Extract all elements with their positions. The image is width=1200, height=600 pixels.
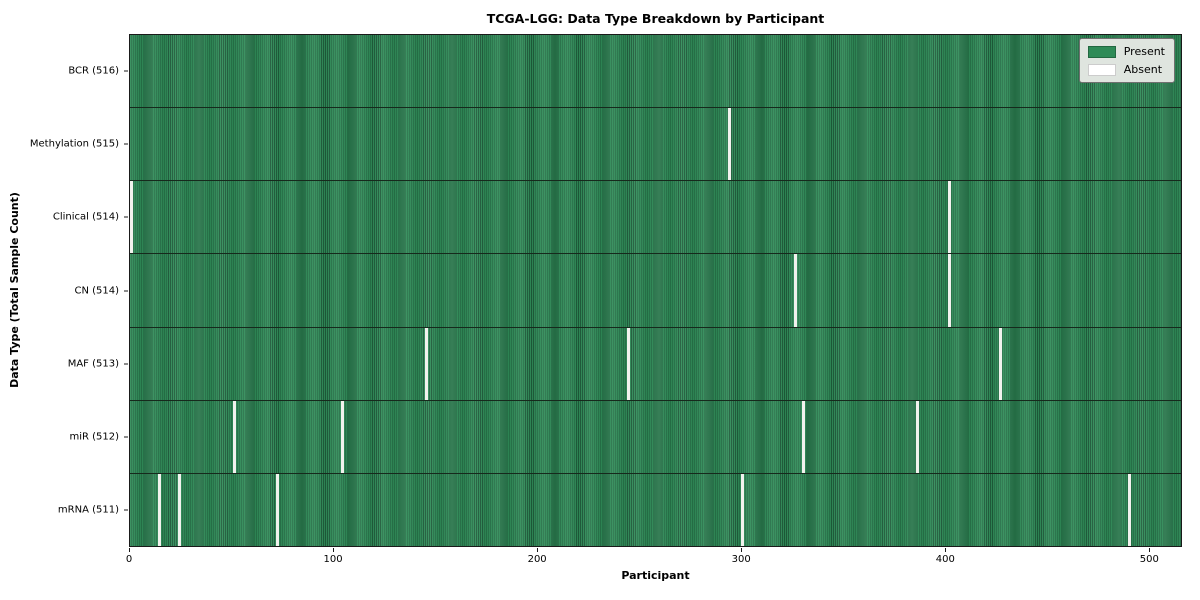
absent-gap-MAF-145 (424, 327, 428, 400)
y-axis-ticks: BCR (516) Methylation (515) Clinical (514)… (0, 34, 129, 547)
absent-gap-miR-386 (915, 400, 919, 473)
absent-gap-miR-330 (801, 400, 805, 473)
y-tick-label-Methylation: Methylation (515) (29, 138, 119, 150)
x-tick-label-300: 300 (731, 554, 751, 565)
heatmap-row-BCR (130, 35, 1181, 108)
y-tick-mark (124, 363, 128, 365)
y-tick-label-miR: miR (512) (69, 431, 119, 443)
absent-gap-mRNA-490 (1127, 473, 1131, 546)
absent-gap-CN-326 (793, 254, 797, 327)
heatmap-row-Clinical (130, 180, 1181, 254)
absent-gap-mRNA-14 (158, 473, 162, 546)
heatmap-rows (130, 35, 1181, 546)
x-axis-ticks: 0 100 200 300 400 500 (125, 547, 1182, 569)
y-tick-label-Clinical: Clinical (514) (52, 211, 119, 223)
x-tick-label-100: 100 (323, 554, 343, 565)
y-tick-label-MAF: MAF (513) (67, 358, 119, 370)
heatmap-row-Methylation (130, 107, 1181, 181)
x-tick-mark (741, 548, 743, 552)
x-axis-label: Participant (621, 569, 690, 582)
absent-gap-miR-104 (341, 400, 345, 473)
y-tick-label-BCR: BCR (516) (68, 65, 119, 77)
chart-title: TCGA-LGG: Data Type Breakdown by Partici… (486, 11, 825, 26)
y-tick-mark (124, 143, 128, 145)
y-tick-mark (124, 509, 128, 511)
x-tick-label-400: 400 (935, 554, 955, 565)
y-tick-mark (124, 290, 128, 291)
absent-gap-miR-51 (233, 400, 237, 473)
y-tick-mark (124, 70, 128, 72)
heatmap-row-miR (130, 399, 1181, 473)
y-tick-mark (124, 436, 128, 438)
legend: Present Absent (1078, 38, 1175, 83)
x-tick-label-0: 0 (125, 554, 133, 565)
x-tick-mark (129, 548, 130, 552)
legend-entry-absent: Absent (1087, 63, 1165, 76)
absent-gap-Clinical-402 (948, 181, 952, 254)
absent-gap-Clinical-0 (130, 181, 133, 254)
heatmap-row-MAF (130, 326, 1181, 400)
legend-present-swatch (1087, 45, 1116, 58)
absent-gap-CN-402 (948, 254, 952, 327)
x-tick-mark (1149, 548, 1151, 552)
heatmap-row-mRNA (130, 472, 1181, 546)
absent-gap-MAF-244 (626, 327, 630, 400)
heatmap-row-CN (130, 253, 1181, 327)
legend-absent-swatch (1087, 63, 1116, 76)
y-tick-mark (124, 216, 128, 218)
x-tick-mark (333, 548, 335, 552)
absent-gap-mRNA-24 (178, 473, 182, 546)
legend-present-label: Present (1123, 45, 1165, 58)
legend-entry-present: Present (1087, 45, 1165, 58)
legend-absent-label: Absent (1123, 63, 1163, 76)
x-tick-label-200: 200 (527, 554, 547, 565)
absent-gap-MAF-427 (999, 327, 1003, 400)
y-tick-label-mRNA: mRNA (511) (57, 504, 119, 516)
absent-gap-mRNA-72 (276, 473, 280, 546)
heatmap-plot-area: Present Absent (129, 34, 1182, 547)
absent-gap-mRNA-300 (740, 473, 744, 546)
absent-gap-Methylation-294 (728, 108, 732, 181)
x-tick-mark (537, 548, 539, 552)
y-tick-label-CN: CN (514) (74, 285, 119, 296)
x-tick-label-500: 500 (1139, 554, 1159, 565)
x-tick-mark (945, 548, 947, 552)
